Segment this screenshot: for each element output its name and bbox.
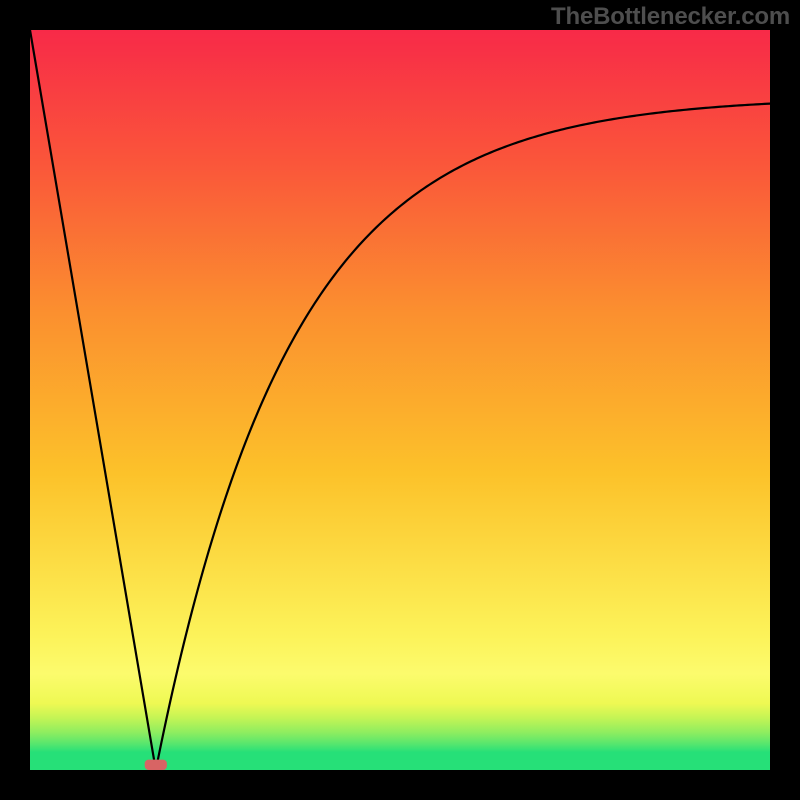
chart-outer-frame: TheBottlenecker.com — [0, 0, 800, 800]
gradient-background — [30, 30, 770, 770]
bottleneck-chart-svg — [30, 30, 770, 770]
optimum-marker — [145, 760, 167, 770]
plot-area — [30, 30, 770, 770]
watermark-text: TheBottlenecker.com — [551, 3, 790, 31]
